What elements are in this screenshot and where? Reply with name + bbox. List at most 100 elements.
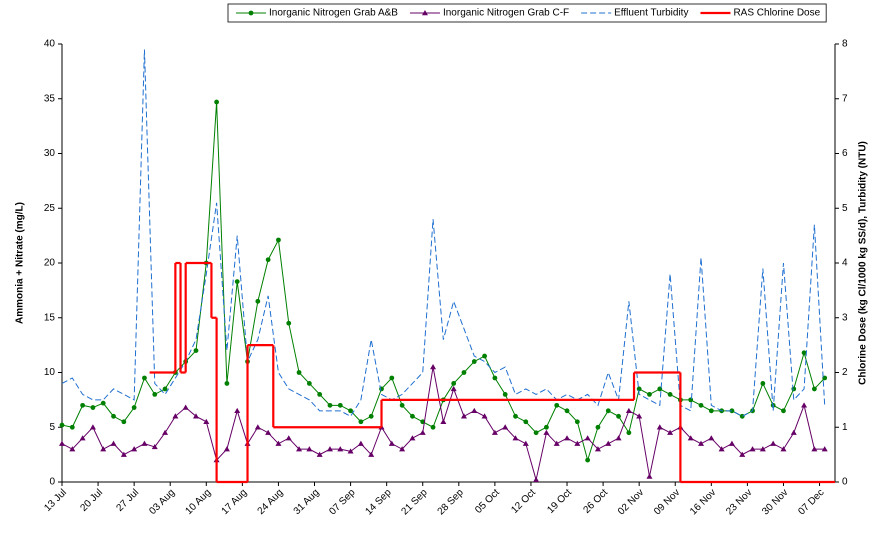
point <box>141 440 148 446</box>
point <box>636 413 643 419</box>
point <box>584 435 591 441</box>
legend-label: RAS Chlorine Dose <box>733 8 820 19</box>
point <box>729 408 735 414</box>
point <box>781 408 786 414</box>
point <box>647 392 652 397</box>
point <box>90 405 96 410</box>
x-tick-label: 02 Nov <box>616 487 646 517</box>
x-tick-label: 07 Sep <box>327 487 357 517</box>
point <box>389 375 395 381</box>
y-tick-label: 40 <box>44 39 56 50</box>
point <box>69 424 75 430</box>
x-tick-label: 28 Sep <box>436 487 466 517</box>
point <box>234 279 240 285</box>
y-tick-label: 25 <box>44 203 56 214</box>
y-tick-label: 0 <box>49 477 55 488</box>
point <box>770 440 777 446</box>
legend-marker <box>248 10 254 16</box>
point <box>142 375 147 381</box>
point <box>111 413 116 419</box>
point <box>801 350 807 356</box>
point <box>296 446 303 452</box>
point <box>89 424 96 430</box>
point <box>471 359 477 364</box>
point <box>574 440 581 446</box>
point <box>718 446 725 452</box>
point <box>451 381 457 386</box>
point <box>337 446 344 452</box>
point <box>585 457 591 463</box>
point <box>636 386 642 392</box>
series-line <box>61 49 826 417</box>
legend-label: Inorganic Nitrogen Grab A&B <box>269 8 398 19</box>
point <box>59 422 65 428</box>
point <box>224 381 230 386</box>
x-tick-label: 20 Jul <box>78 487 105 514</box>
y-tick-label: 15 <box>44 312 56 323</box>
point <box>347 448 354 454</box>
point <box>265 429 272 435</box>
x-tick-label: 09 Nov <box>652 487 682 517</box>
x-tick-label: 23 Nov <box>724 487 754 517</box>
x-tick-label: 14 Sep <box>363 487 393 517</box>
y2-tick-label: 0 <box>842 477 848 488</box>
point <box>739 451 746 457</box>
y2-axis-title: Chlorine Dose (kg Cl/1000 kg SS/d), Turb… <box>858 141 869 385</box>
point <box>626 430 632 436</box>
point <box>512 435 519 441</box>
point <box>203 418 210 424</box>
point <box>120 451 127 457</box>
point <box>419 429 426 435</box>
point <box>759 446 766 452</box>
point <box>615 435 622 441</box>
point <box>358 419 364 425</box>
point <box>728 440 735 446</box>
point <box>255 298 261 304</box>
point <box>460 413 467 419</box>
point <box>780 446 787 452</box>
point <box>152 392 158 397</box>
y-tick-label: 5 <box>49 422 55 433</box>
point <box>533 430 539 436</box>
point <box>59 440 65 446</box>
point <box>502 392 508 397</box>
point <box>543 429 550 435</box>
point <box>749 446 756 452</box>
point <box>410 413 415 419</box>
point <box>388 440 395 446</box>
point <box>192 413 199 419</box>
point <box>688 397 694 403</box>
point <box>317 392 323 397</box>
y-tick-label: 20 <box>44 258 56 269</box>
point <box>440 418 447 424</box>
point <box>100 400 106 406</box>
x-tick-label: 30 Nov <box>760 487 790 517</box>
point <box>481 413 488 419</box>
point <box>564 435 571 441</box>
point <box>821 446 828 452</box>
point <box>182 404 189 410</box>
point <box>605 440 612 446</box>
y-tick-label: 35 <box>44 93 56 104</box>
point <box>564 408 570 414</box>
y-axis-title: Ammonia + Nitrate (mg/L) <box>15 202 26 324</box>
point <box>461 370 467 375</box>
point <box>790 429 797 435</box>
x-tick-label: 21 Sep <box>400 487 430 517</box>
x-tick-label: 12 Oct <box>509 487 538 516</box>
point <box>450 385 457 392</box>
point <box>811 386 817 392</box>
y2-tick-label: 1 <box>842 422 848 433</box>
point <box>80 402 86 408</box>
point <box>595 424 601 430</box>
x-tick-label: 26 Oct <box>581 487 610 516</box>
legend-label: Inorganic Nitrogen Grab C-F <box>443 8 569 19</box>
point <box>409 435 416 441</box>
point <box>574 419 580 425</box>
point <box>760 381 766 386</box>
point <box>326 446 333 452</box>
point <box>553 440 560 446</box>
x-tick-label: 10 Aug <box>183 487 213 517</box>
y2-tick-label: 3 <box>842 312 848 323</box>
point <box>399 446 406 452</box>
